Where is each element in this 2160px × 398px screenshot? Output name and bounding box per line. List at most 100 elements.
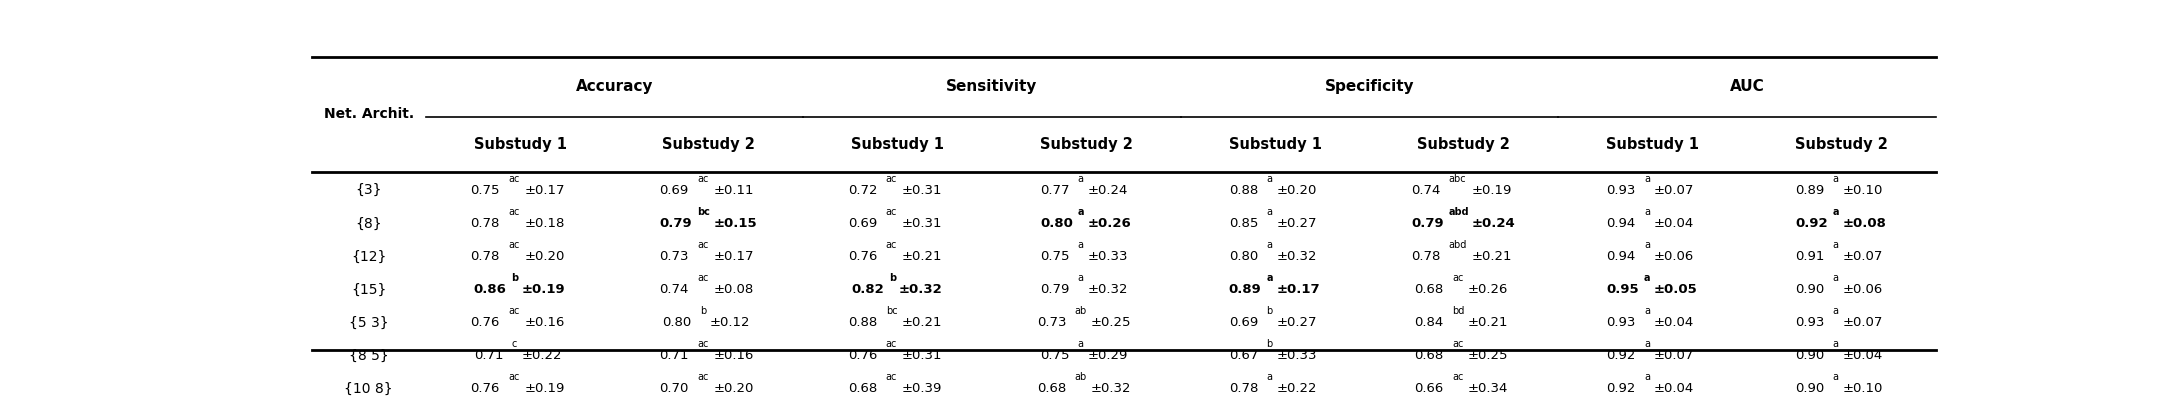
Text: ±0.10: ±0.10: [1842, 382, 1884, 395]
Text: 0.89: 0.89: [1229, 283, 1261, 296]
Text: ±0.06: ±0.06: [1842, 283, 1884, 296]
Text: 0.70: 0.70: [659, 382, 689, 395]
Text: ±0.12: ±0.12: [711, 316, 750, 329]
Text: 0.78: 0.78: [1229, 382, 1257, 395]
Text: b: b: [700, 306, 706, 316]
Text: a: a: [1266, 273, 1272, 283]
Text: 0.80: 0.80: [1039, 217, 1074, 230]
Text: 0.88: 0.88: [849, 316, 877, 329]
Text: a: a: [1266, 174, 1272, 183]
Text: ±0.04: ±0.04: [1842, 349, 1884, 362]
Text: a: a: [1078, 240, 1084, 250]
Text: ac: ac: [886, 372, 896, 382]
Text: ±0.05: ±0.05: [1655, 283, 1698, 296]
Text: ±0.21: ±0.21: [1469, 316, 1508, 329]
Text: 0.92: 0.92: [1795, 217, 1827, 230]
Text: 0.90: 0.90: [1795, 382, 1825, 395]
Text: ac: ac: [508, 240, 521, 250]
Text: a: a: [1832, 174, 1838, 183]
Text: a: a: [1832, 207, 1838, 217]
Text: 0.80: 0.80: [1229, 250, 1257, 263]
Text: a: a: [1832, 339, 1838, 349]
Text: a: a: [1266, 207, 1272, 217]
Text: 0.94: 0.94: [1607, 217, 1635, 230]
Text: ±0.19: ±0.19: [521, 283, 566, 296]
Text: 0.90: 0.90: [1795, 283, 1825, 296]
Text: ac: ac: [1452, 372, 1464, 382]
Text: ±0.22: ±0.22: [1277, 382, 1318, 395]
Text: 0.75: 0.75: [1039, 250, 1069, 263]
Text: ac: ac: [508, 207, 521, 217]
Text: ac: ac: [508, 372, 521, 382]
Text: 0.89: 0.89: [1795, 184, 1825, 197]
Text: ±0.33: ±0.33: [1086, 250, 1128, 263]
Text: ac: ac: [886, 240, 896, 250]
Text: a: a: [1832, 372, 1838, 382]
Text: 0.68: 0.68: [1415, 283, 1443, 296]
Text: 0.71: 0.71: [659, 349, 689, 362]
Text: a: a: [1644, 339, 1650, 349]
Text: ±0.10: ±0.10: [1842, 184, 1884, 197]
Text: Specificity: Specificity: [1324, 79, 1415, 94]
Text: {3}: {3}: [356, 183, 382, 197]
Text: ±0.08: ±0.08: [713, 283, 754, 296]
Text: 0.72: 0.72: [849, 184, 877, 197]
Text: bc: bc: [698, 207, 711, 217]
Text: ab: ab: [1074, 306, 1086, 316]
Text: ±0.31: ±0.31: [903, 184, 942, 197]
Text: {12}: {12}: [352, 250, 387, 263]
Text: 0.74: 0.74: [659, 283, 689, 296]
Text: 0.75: 0.75: [471, 184, 499, 197]
Text: ±0.32: ±0.32: [1091, 382, 1132, 395]
Text: 0.85: 0.85: [1229, 217, 1257, 230]
Text: ac: ac: [698, 273, 708, 283]
Text: ±0.17: ±0.17: [525, 184, 566, 197]
Text: ac: ac: [1452, 339, 1464, 349]
Text: ±0.07: ±0.07: [1655, 349, 1693, 362]
Text: {8 5}: {8 5}: [350, 349, 389, 363]
Text: a: a: [1078, 207, 1084, 217]
Text: a: a: [1644, 174, 1650, 183]
Text: 0.68: 0.68: [849, 382, 877, 395]
Text: abc: abc: [1449, 174, 1467, 183]
Text: b: b: [890, 273, 896, 283]
Text: {5 3}: {5 3}: [350, 316, 389, 330]
Text: Substudy 2: Substudy 2: [663, 137, 756, 152]
Text: ±0.26: ±0.26: [1086, 217, 1132, 230]
Text: ±0.20: ±0.20: [713, 382, 754, 395]
Text: {8}: {8}: [356, 217, 382, 230]
Text: ac: ac: [698, 372, 708, 382]
Text: 0.68: 0.68: [1415, 349, 1443, 362]
Text: ±0.26: ±0.26: [1469, 283, 1508, 296]
Text: ac: ac: [886, 174, 896, 183]
Text: bd: bd: [1452, 306, 1464, 316]
Text: ±0.24: ±0.24: [1086, 184, 1128, 197]
Text: 0.76: 0.76: [471, 382, 499, 395]
Text: ±0.16: ±0.16: [713, 349, 754, 362]
Text: 0.84: 0.84: [1415, 316, 1443, 329]
Text: 0.74: 0.74: [1410, 184, 1441, 197]
Text: b: b: [1266, 306, 1272, 316]
Text: 0.80: 0.80: [663, 316, 691, 329]
Text: ±0.31: ±0.31: [903, 349, 942, 362]
Text: ac: ac: [698, 240, 708, 250]
Text: {10 8}: {10 8}: [343, 382, 393, 396]
Text: a: a: [1644, 306, 1650, 316]
Text: a: a: [1832, 306, 1838, 316]
Text: a: a: [1644, 273, 1650, 283]
Text: 0.82: 0.82: [851, 283, 883, 296]
Text: ±0.17: ±0.17: [1277, 283, 1320, 296]
Text: {15}: {15}: [352, 283, 387, 297]
Text: ±0.11: ±0.11: [713, 184, 754, 197]
Text: ±0.27: ±0.27: [1277, 316, 1318, 329]
Text: 0.68: 0.68: [1037, 382, 1067, 395]
Text: AUC: AUC: [1730, 79, 1765, 94]
Text: Substudy 2: Substudy 2: [1795, 137, 1888, 152]
Text: 0.78: 0.78: [471, 217, 499, 230]
Text: Substudy 1: Substudy 1: [1607, 137, 1700, 152]
Text: ±0.32: ±0.32: [899, 283, 942, 296]
Text: ±0.15: ±0.15: [713, 217, 756, 230]
Text: ±0.18: ±0.18: [525, 217, 564, 230]
Text: ±0.07: ±0.07: [1842, 316, 1884, 329]
Text: ±0.21: ±0.21: [903, 316, 942, 329]
